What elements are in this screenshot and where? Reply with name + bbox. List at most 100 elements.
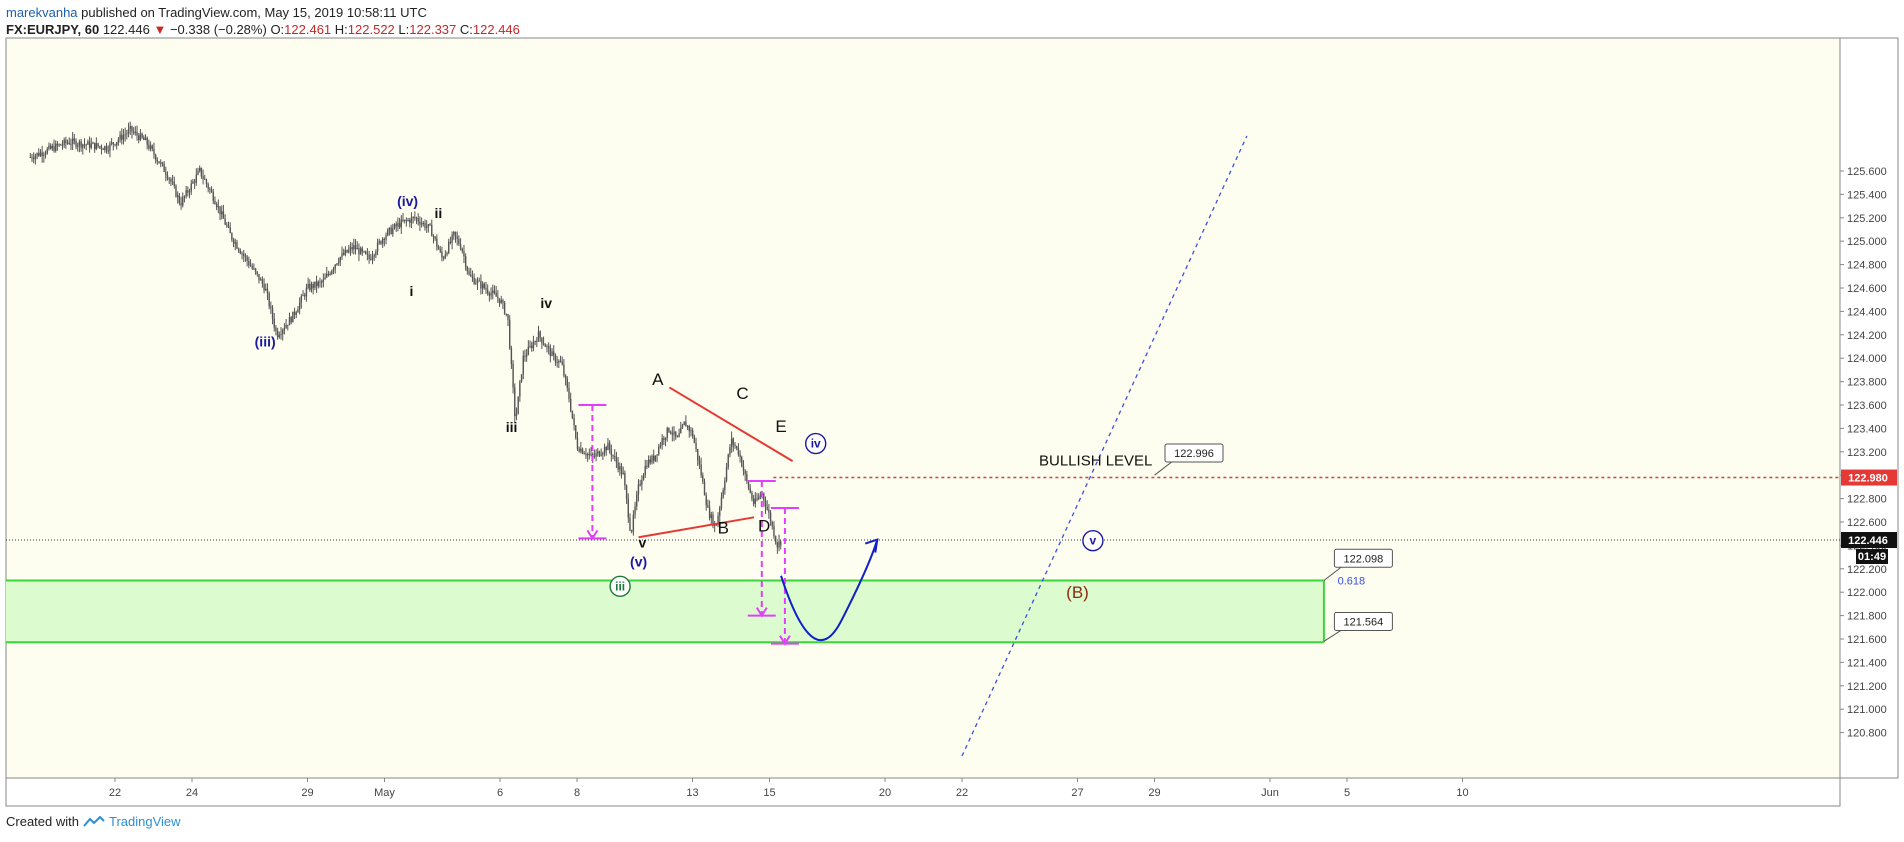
- candle-body: [136, 131, 138, 136]
- candle-body: [780, 541, 782, 546]
- candle-body: [105, 146, 108, 151]
- candle-body: [756, 498, 758, 500]
- candle-body: [126, 133, 128, 135]
- candle-body: [363, 251, 365, 253]
- candle-body: [182, 197, 184, 206]
- candle-body: [730, 438, 733, 448]
- candle-body: [547, 346, 550, 348]
- zone-fill: [6, 580, 1324, 643]
- target-zone: [6, 579, 1325, 644]
- candle-body: [758, 496, 760, 500]
- candle-body: [349, 247, 352, 250]
- candle-body: [769, 512, 772, 523]
- candle-body: [153, 148, 155, 155]
- candle-body: [83, 144, 86, 146]
- candle-body: [127, 129, 130, 134]
- candle-body: [82, 144, 84, 148]
- candle-body: [715, 524, 718, 526]
- candle-body: [498, 298, 501, 303]
- candle-body: [688, 426, 690, 432]
- candle-body: [678, 433, 680, 437]
- candle-body: [641, 480, 643, 485]
- candle-body: [429, 224, 431, 226]
- candle-body: [46, 148, 48, 154]
- candle-body: [217, 206, 220, 208]
- wave-circle: [1082, 530, 1104, 552]
- candle-body: [556, 362, 558, 364]
- candle-body: [464, 256, 467, 267]
- candle-body: [365, 251, 367, 254]
- candle-body: [183, 196, 186, 198]
- candle-body: [444, 254, 447, 259]
- candle-body: [170, 178, 172, 182]
- candle-body: [646, 465, 648, 467]
- candle-body: [614, 456, 616, 458]
- fib-label: 0.618: [1338, 576, 1366, 588]
- candle-body: [304, 295, 306, 297]
- candle-body: [49, 145, 52, 149]
- candle-body: [507, 314, 509, 320]
- candle-body: [410, 217, 413, 223]
- candle-body: [75, 140, 77, 147]
- candle-body: [525, 354, 528, 357]
- candle-body: [327, 273, 330, 275]
- candle-body: [734, 444, 736, 447]
- candle-body: [759, 495, 762, 497]
- current-price-badge: [1841, 532, 1897, 549]
- high-label: H:: [334, 22, 348, 37]
- candle-body: [632, 514, 635, 532]
- candle-body: [654, 455, 657, 461]
- wave-label: A: [652, 370, 664, 389]
- candle-body: [735, 446, 738, 448]
- candle-body: [400, 219, 402, 228]
- price-change: −0.338 (−0.28%): [169, 22, 267, 37]
- author-link[interactable]: marekvanha: [6, 5, 78, 20]
- candle-body: [268, 293, 270, 307]
- price-tick-label: 121.400: [1847, 657, 1887, 669]
- candle-body: [617, 462, 619, 470]
- price-tick-label: 120.800: [1847, 728, 1887, 740]
- candle-body: [454, 231, 457, 237]
- candle-body: [290, 317, 292, 323]
- price-tick-label: 123.600: [1847, 400, 1887, 412]
- candle-body: [193, 181, 196, 183]
- candle-body: [466, 266, 469, 272]
- candle-body: [309, 283, 311, 290]
- drawings: [6, 135, 1840, 757]
- wave-label: (B): [1066, 583, 1089, 602]
- candle-body: [510, 348, 513, 364]
- candle-body: [276, 330, 279, 338]
- candle-body: [529, 345, 531, 347]
- candle-body: [68, 142, 70, 144]
- candle-body: [441, 251, 443, 258]
- candle-body: [749, 488, 751, 493]
- tradingview-link[interactable]: TradingView: [108, 814, 181, 829]
- candle-body: [707, 505, 709, 508]
- triangle-trendline: [638, 516, 755, 539]
- candle-body: [697, 449, 699, 461]
- candle-body: [249, 265, 252, 267]
- price-tick-label: 124.000: [1847, 353, 1887, 365]
- candle-body: [214, 200, 216, 205]
- callout-pointer: [1154, 460, 1174, 476]
- candle-body: [595, 453, 597, 457]
- candle-body: [486, 289, 489, 294]
- candle-body: [131, 126, 133, 132]
- candle-body: [383, 238, 386, 240]
- candle-body: [414, 217, 416, 219]
- wave-label: C: [736, 384, 748, 403]
- candle-body: [148, 144, 150, 149]
- candle-body: [459, 244, 462, 249]
- candle-body: [720, 497, 723, 508]
- time-tick-label: 13: [686, 787, 698, 799]
- candle-body: [492, 290, 494, 294]
- candle-body: [425, 226, 428, 228]
- candle-body: [634, 506, 636, 515]
- candle-body: [70, 143, 72, 145]
- candle-body: [390, 227, 392, 234]
- candle-body: [742, 466, 745, 471]
- candles: [29, 121, 782, 554]
- candle-body: [588, 453, 591, 455]
- candle-body: [326, 273, 328, 278]
